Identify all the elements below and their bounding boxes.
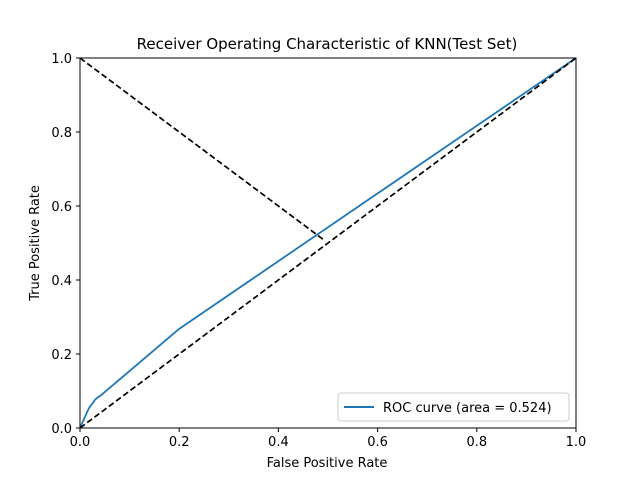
x-axis: 0.0 0.2 0.4 0.6 0.8 1.0 [70, 428, 587, 450]
legend-box [337, 392, 570, 422]
dashed-reference-line [79, 57, 324, 240]
chart-title: Receiver Operating Characteristic of KNN… [137, 35, 518, 53]
x-tick-label: 0.4 [268, 435, 289, 450]
y-tick-label: 0.0 [51, 422, 72, 437]
y-tick-label: 0.4 [51, 274, 72, 289]
legend-label: ROC curve (area = 0.524) [383, 401, 552, 416]
y-tick-label: 0.8 [51, 126, 72, 141]
series-layer [79, 57, 577, 429]
y-tick-label: 1.0 [51, 52, 72, 67]
roc-curve-line [79, 57, 577, 429]
x-tick-label: 0.0 [70, 435, 91, 450]
dashed-reference-line [79, 57, 577, 429]
x-tick-label: 1.0 [566, 435, 587, 450]
x-tick-label: 0.2 [169, 435, 190, 450]
x-tick-label: 0.6 [367, 435, 388, 450]
plot-frame [79, 57, 577, 429]
y-axis: 0.0 0.2 0.4 0.6 0.8 1.0 [51, 52, 80, 437]
y-tick-label: 0.6 [51, 200, 72, 215]
y-axis-label: True Positive Rate [28, 185, 43, 302]
x-axis-label: False Positive Rate [267, 456, 388, 471]
legend: ROC curve (area = 0.524) [337, 392, 570, 422]
y-tick-label: 0.2 [51, 348, 72, 363]
x-tick-label: 0.8 [466, 435, 487, 450]
